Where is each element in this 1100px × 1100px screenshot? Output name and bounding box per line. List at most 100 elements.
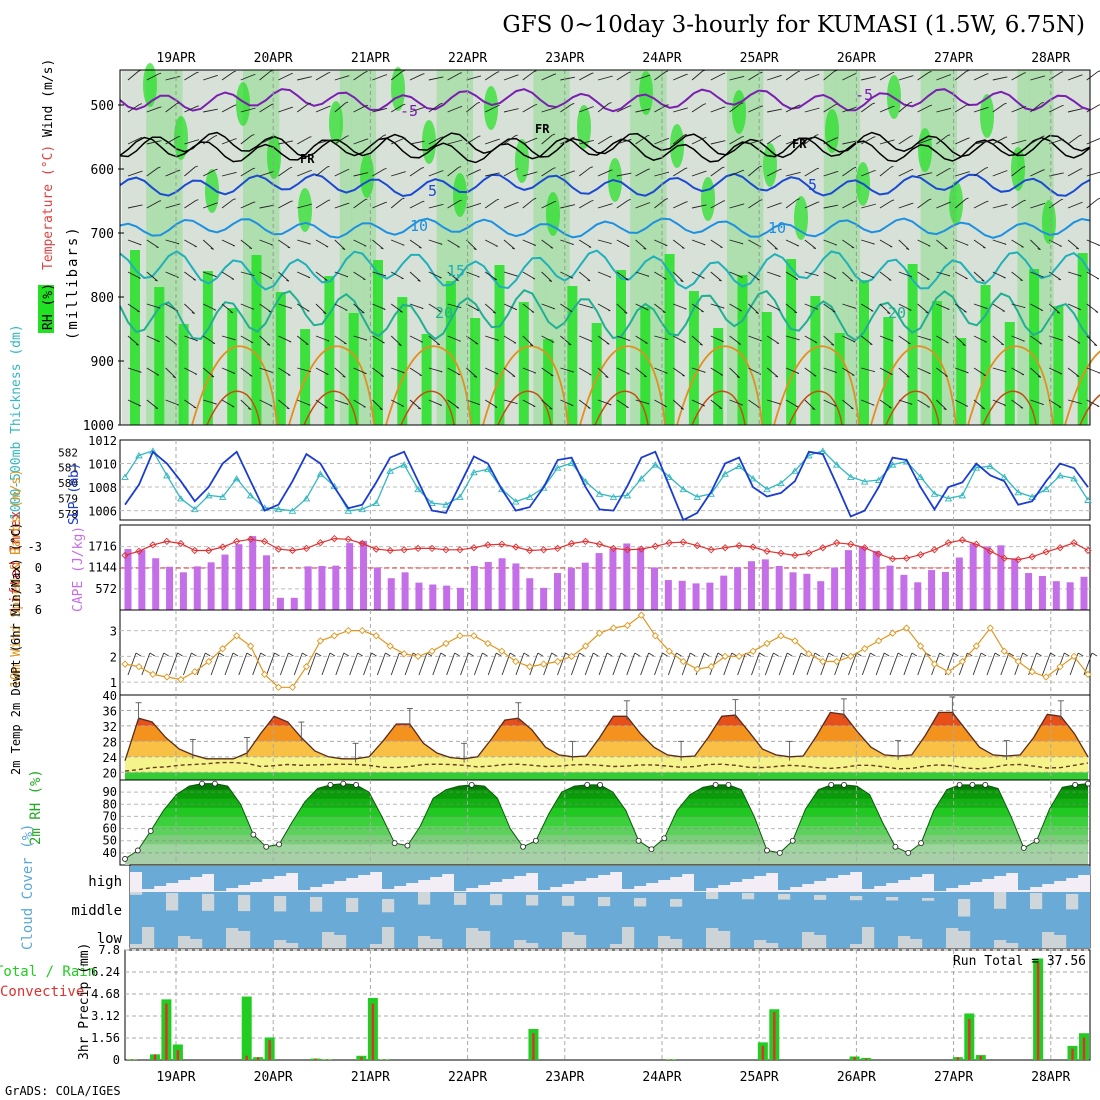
cape-bar (124, 549, 132, 610)
cape-bar (540, 587, 548, 610)
wind-barb (1030, 271, 1044, 278)
wind-barb (1067, 367, 1080, 377)
wind-barb-flag (983, 246, 986, 249)
surface-barb (432, 652, 442, 676)
wind-speed-point (665, 647, 673, 655)
wind-barb (673, 74, 687, 81)
wind-barb-flag (721, 166, 725, 169)
precip-tick: 4.68 (91, 987, 120, 1001)
cape-bar (761, 559, 769, 610)
wind-barb-flag (233, 70, 236, 73)
thickness-point (763, 485, 771, 493)
surface-contour (788, 390, 843, 426)
precip-convective-label: Convective (0, 984, 84, 1000)
thickness-label: 1000-500mb Thickness (dm) (9, 324, 24, 520)
wind-barb (484, 199, 497, 209)
rh-point (648, 846, 655, 853)
wind-barb (522, 171, 537, 177)
wind-barb (203, 75, 217, 81)
wind-barb (1030, 303, 1043, 311)
rh-point (776, 849, 783, 856)
wind-barb (879, 200, 893, 209)
cloud-high-block (682, 866, 695, 874)
wind-barb (898, 303, 912, 311)
wind-speed-line (124, 614, 1089, 688)
surface-barb-flag (357, 652, 363, 657)
wind-barb (654, 335, 669, 341)
wind-barb (785, 105, 799, 113)
wind-barb-flag (459, 199, 462, 202)
date-label: 23APR (545, 1070, 584, 1085)
wind-barb (278, 239, 291, 249)
lifted-index-point (302, 544, 311, 553)
cloud-high-block (574, 866, 587, 881)
surface-barb-flag (634, 652, 641, 657)
wind-barb (785, 303, 798, 314)
wind-barb (278, 167, 291, 177)
cloud-high-block (394, 866, 407, 886)
surface-barb (917, 652, 927, 676)
wind-barb (278, 399, 290, 410)
surface-contour (967, 345, 1054, 426)
cloud-high-block (754, 866, 767, 876)
wind-speed-point (623, 621, 632, 630)
wind-barb (748, 399, 761, 409)
cape-bar (775, 566, 783, 610)
surface-barb-flag (440, 652, 447, 657)
rh-moist-patch (639, 71, 653, 115)
date-axis-bottom: 19APR 20APR 21APR 22APR 23APR 24APR 25APR 26APR… (156, 1070, 1070, 1085)
cloud-high-block (418, 866, 431, 880)
wind-barb (917, 335, 932, 341)
cape-bar (650, 567, 658, 610)
lifted-index-point (512, 543, 520, 551)
rh-moist-column (834, 333, 845, 425)
thickness-point (916, 473, 925, 480)
wind-barb (165, 399, 179, 406)
surface-barb-flag (149, 652, 156, 657)
cloud-level-high: high (88, 874, 122, 890)
cloud-high-block (1042, 866, 1055, 884)
wind-barb (973, 335, 987, 343)
wind-barb-flag (532, 278, 536, 280)
rh-point (841, 781, 847, 788)
lifted-index-point (1070, 539, 1078, 547)
wind-barb (672, 239, 685, 249)
thickness-point (316, 470, 325, 477)
lifted-index-point (930, 546, 939, 554)
lifted-index-line (124, 537, 1089, 561)
cloud-mid-gap (454, 893, 467, 905)
cape-bar (914, 582, 922, 610)
cloud-high-block (178, 866, 191, 880)
wind-barb (767, 202, 781, 209)
wind-barb (353, 367, 367, 375)
rh-legend-swatch (38, 285, 54, 333)
cape-bar (567, 567, 575, 610)
wind-barb (654, 71, 666, 81)
cloud-mid-gap (598, 897, 611, 907)
cloud-low-gap (322, 932, 335, 948)
wind-barb-flag (643, 247, 647, 250)
wind-barb-flag (158, 200, 162, 202)
wind-barb-flag (739, 310, 742, 312)
wind-barb (203, 271, 217, 277)
rh-band (125, 852, 1088, 865)
wind-barb (710, 106, 725, 113)
wind-barb (804, 239, 817, 249)
wind-barb (146, 367, 160, 376)
cape-bar (276, 597, 284, 610)
wind-barb (860, 335, 873, 345)
wind-barb (710, 335, 724, 343)
lifted-index-point (609, 544, 618, 553)
precip-ticks: 7.86.244.683.121.560 (91, 943, 120, 1067)
date-label: 21APR (351, 51, 390, 66)
wind-barb (541, 239, 554, 249)
wind-barb (485, 105, 498, 113)
rh-tick: 60 (103, 822, 117, 836)
wind-barb (259, 171, 274, 177)
rh-point (122, 856, 128, 862)
wind-barb (184, 105, 198, 113)
cloud-mid-gap (130, 892, 143, 895)
cape-bar (1025, 573, 1033, 610)
